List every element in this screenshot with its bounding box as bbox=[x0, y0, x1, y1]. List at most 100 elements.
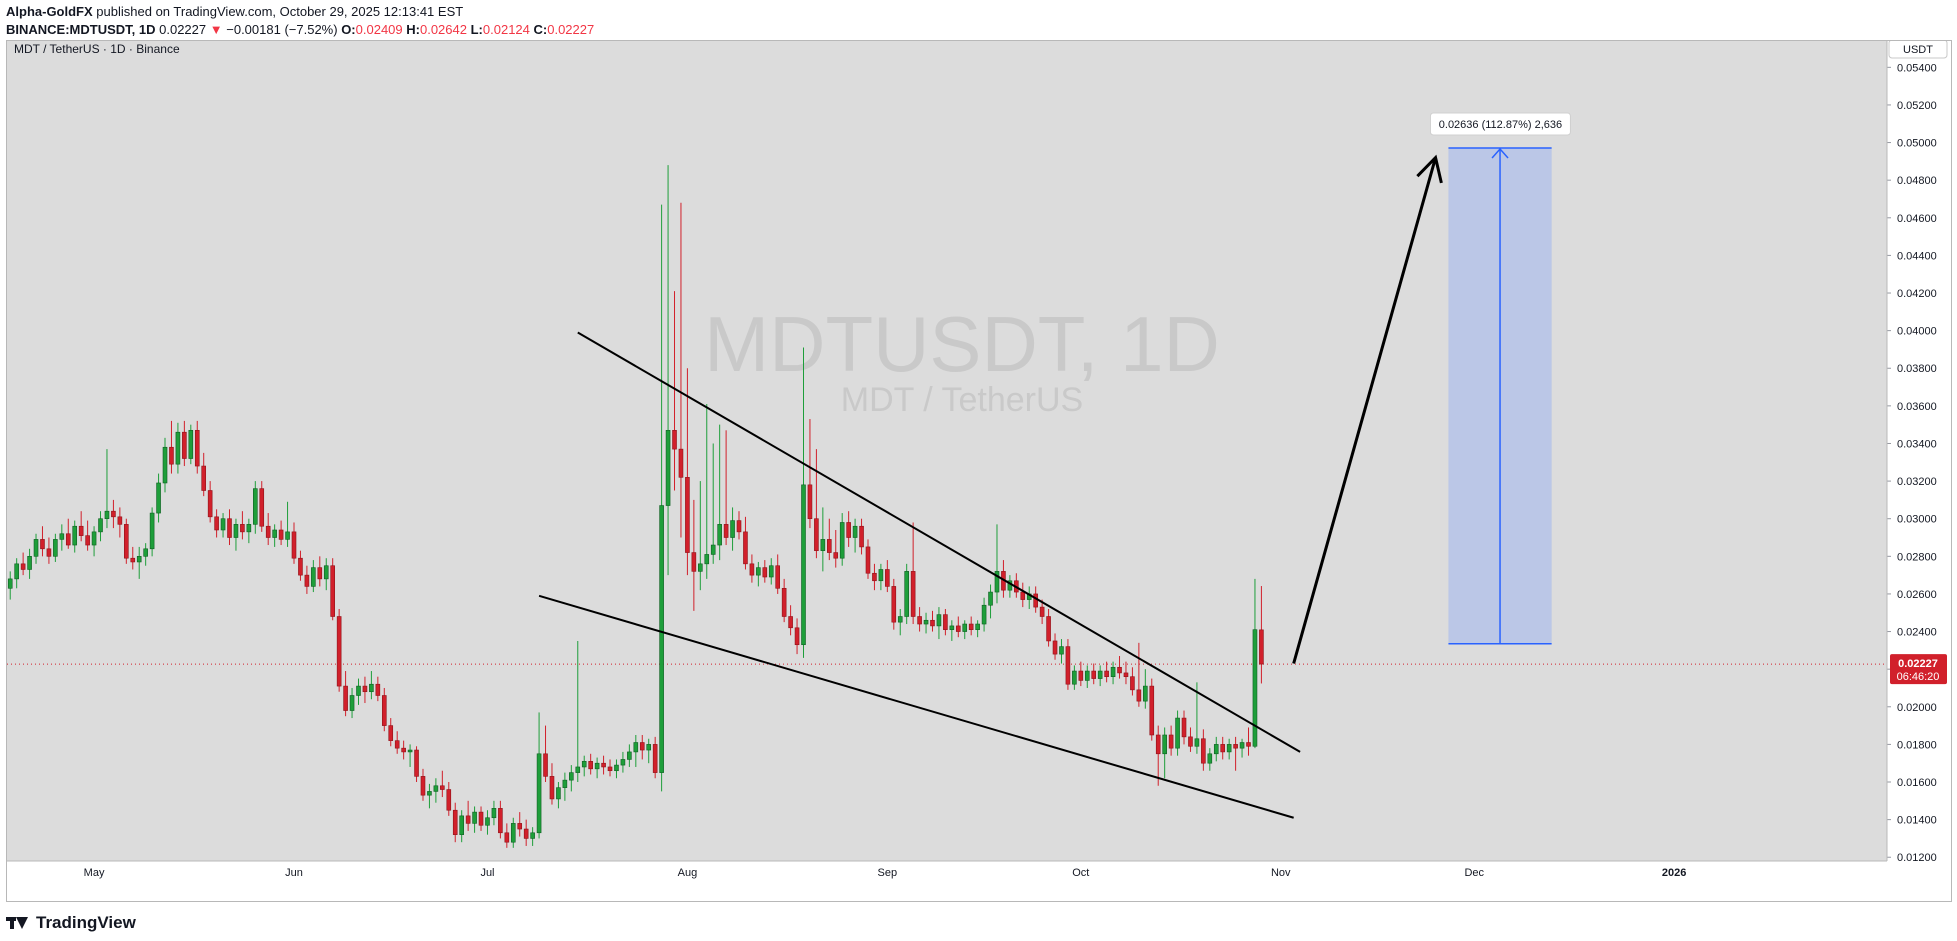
x-tick-label: May bbox=[84, 867, 105, 879]
tradingview-logo[interactable]: TradingView bbox=[6, 913, 136, 933]
candle-body bbox=[981, 604, 987, 625]
candle-body bbox=[730, 520, 735, 538]
candle-body bbox=[852, 525, 858, 538]
candle-body bbox=[117, 516, 123, 525]
candle-body bbox=[1252, 629, 1258, 747]
low-label: L: bbox=[470, 22, 483, 37]
candle-body bbox=[872, 572, 877, 582]
candle-body bbox=[227, 518, 232, 538]
candle-body bbox=[175, 431, 181, 465]
candle-body bbox=[1213, 744, 1219, 755]
candle-body bbox=[788, 616, 793, 629]
candle-body bbox=[607, 766, 613, 772]
tradingview-brand: TradingView bbox=[36, 913, 136, 932]
candle-body bbox=[743, 531, 748, 565]
candle-body bbox=[659, 505, 664, 773]
candle-body bbox=[330, 565, 335, 617]
y-tick-label: 0.05200 bbox=[1897, 100, 1937, 112]
candle-body bbox=[581, 761, 587, 768]
candle-body bbox=[504, 832, 510, 843]
candle-body bbox=[620, 759, 626, 766]
candle-body bbox=[130, 557, 136, 563]
candle-body bbox=[556, 787, 561, 800]
candle-body bbox=[349, 695, 355, 711]
target-arrow[interactable] bbox=[1292, 157, 1437, 664]
candle-body bbox=[1039, 606, 1045, 617]
candle-body bbox=[156, 482, 161, 514]
candle-body bbox=[162, 446, 168, 484]
y-tick-label: 0.03400 bbox=[1897, 438, 1937, 450]
candle-body bbox=[7, 578, 13, 589]
candle-body bbox=[278, 529, 284, 540]
candle-body bbox=[253, 488, 258, 525]
candle-body bbox=[1207, 753, 1213, 764]
candle-body bbox=[72, 525, 78, 546]
candle-body bbox=[749, 563, 755, 576]
candle-body bbox=[1130, 676, 1135, 691]
candle-body bbox=[543, 753, 548, 777]
x-tick-label: Jun bbox=[285, 867, 303, 879]
candle-body bbox=[672, 430, 677, 450]
candle-body bbox=[388, 725, 394, 741]
candle-body bbox=[994, 571, 1000, 593]
candle-body bbox=[136, 556, 142, 563]
candle-body bbox=[104, 510, 110, 520]
candle-body bbox=[362, 685, 368, 693]
candle-body bbox=[485, 817, 490, 826]
candle-body bbox=[1123, 672, 1129, 677]
tradingview-logo-icon bbox=[6, 915, 30, 931]
candle-body bbox=[968, 623, 974, 630]
candle-body bbox=[1084, 670, 1090, 681]
candle-body bbox=[452, 809, 458, 835]
upper-trendline[interactable] bbox=[577, 331, 1301, 753]
candle-body bbox=[233, 524, 239, 538]
candle-body bbox=[601, 762, 606, 768]
time-axis-background[interactable] bbox=[7, 861, 1887, 901]
ohlc-line: BINANCE:MDTUSDT, 1D 0.02227 ▼ −0.00181 (… bbox=[6, 21, 594, 39]
x-axis-ticks: May Jun Jul Aug Sep Oct Nov Dec 2026 bbox=[84, 867, 1687, 879]
change-value: −0.00181 (−7.52%) bbox=[226, 22, 338, 37]
candle-body bbox=[930, 619, 935, 627]
currency-button-frame bbox=[1888, 41, 1948, 59]
candle-body bbox=[323, 565, 329, 580]
y-tick-label: 0.03800 bbox=[1897, 363, 1937, 375]
candle-body bbox=[756, 567, 761, 576]
candle-body bbox=[717, 524, 722, 546]
candle-body bbox=[1143, 685, 1148, 702]
price-axis-background[interactable] bbox=[1887, 41, 1951, 901]
candle-body bbox=[298, 557, 303, 576]
candle-body bbox=[794, 627, 800, 646]
x-tick-label: Jul bbox=[480, 867, 494, 879]
candle-body bbox=[1220, 744, 1226, 753]
candle-body bbox=[768, 565, 774, 578]
candle-body bbox=[394, 740, 400, 749]
candle-body bbox=[285, 531, 290, 540]
candle-body bbox=[859, 525, 864, 548]
lower-trendline[interactable] bbox=[538, 594, 1294, 819]
y-tick-label: 0.05000 bbox=[1897, 138, 1937, 150]
currency-button[interactable]: USDT bbox=[1888, 41, 1948, 59]
candle-body bbox=[201, 465, 207, 491]
symbol-label: BINANCE:MDTUSDT, 1D bbox=[6, 22, 156, 37]
x-tick-label: Aug bbox=[678, 867, 698, 879]
candle-body bbox=[1226, 744, 1232, 753]
candle-body bbox=[1136, 689, 1142, 702]
publish-info: Alpha-GoldFX published on TradingView.co… bbox=[6, 3, 463, 21]
candle-body bbox=[891, 586, 897, 623]
candle-body bbox=[291, 531, 297, 559]
candle-body bbox=[762, 567, 768, 578]
candle-body bbox=[407, 749, 413, 753]
candle-body bbox=[420, 776, 426, 796]
candle-body bbox=[710, 544, 716, 555]
watermark-name: MDT / TetherUS bbox=[841, 381, 1083, 419]
y-tick-label: 0.04000 bbox=[1897, 326, 1937, 338]
candle-body bbox=[949, 625, 955, 630]
chart-title: MDT / TetherUS · 1D · Binance bbox=[14, 42, 180, 56]
y-tick-label: 0.01600 bbox=[1897, 777, 1937, 789]
candle-body bbox=[1072, 670, 1077, 685]
current-price-tag-background bbox=[1890, 654, 1947, 685]
candle-body bbox=[665, 430, 671, 506]
price-chart[interactable]: MDTUSDT, 1D MDT / TetherUS MDT / TetherU… bbox=[7, 41, 1951, 901]
candle-body bbox=[523, 828, 529, 839]
candle-body bbox=[85, 535, 90, 546]
